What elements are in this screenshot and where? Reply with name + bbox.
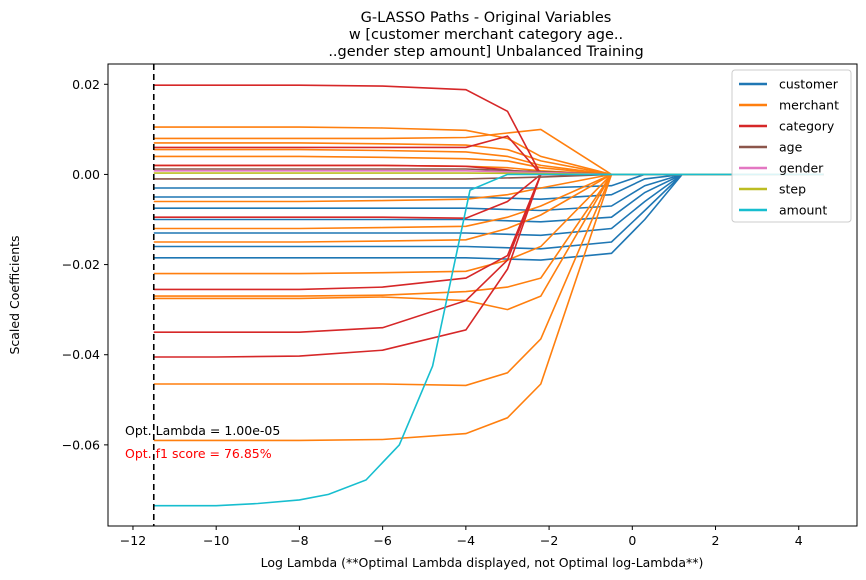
path-category-0 [153, 84, 824, 176]
x-tick-label: −12 [120, 533, 146, 548]
y-tick-label: −0.02 [62, 257, 100, 272]
axis-ticks: −12 −10 −8 −6 −4 −2 0 2 4 0.02 0.00 −0.02 −0.04 −0.06 [62, 77, 803, 548]
y-tick-label: −0.04 [62, 347, 100, 362]
x-tick-label: −2 [540, 533, 558, 548]
legend-label-amount: amount [779, 203, 827, 218]
x-tick-label: −4 [457, 533, 475, 548]
legend-label-gender: gender [779, 161, 824, 176]
path-customer-4 [153, 173, 824, 212]
path-customer-2 [153, 173, 824, 237]
x-axis-label: Log Lambda (**Optimal Lambda displayed, … [261, 555, 704, 570]
legend-label-age: age [779, 140, 803, 155]
legend-box [731, 69, 852, 223]
path-merchant-10 [153, 142, 824, 176]
chart-title-line-3: ..gender step amount] Unbalanced Trainin… [328, 44, 643, 60]
legend-label-step: step [779, 182, 806, 197]
opt-f1-annotation: Opt. f1 score = 76.85% [125, 446, 272, 461]
x-tick-label: −8 [290, 533, 308, 548]
y-axis-label: Scaled Coefficients [7, 235, 22, 354]
path-merchant-0 [153, 173, 824, 442]
path-customer-0 [153, 173, 824, 261]
y-tick-label: 0.00 [72, 167, 100, 182]
path-merchant-6 [153, 173, 824, 230]
path-merchant-1 [153, 173, 824, 387]
y-tick-label: −0.06 [62, 437, 100, 452]
path-amount-0 [153, 173, 824, 507]
path-customer-3 [153, 173, 824, 223]
chart-title-line-1: G-LASSO Paths - Original Variables [361, 10, 612, 26]
legend-label-category: category [779, 119, 835, 134]
x-tick-label: −10 [203, 533, 229, 548]
path-customer-1 [153, 173, 824, 250]
opt-lambda-annotation: Opt. Lambda = 1.00e-05 [125, 423, 280, 438]
plot-frame [107, 63, 858, 527]
x-tick-label: 2 [712, 533, 720, 548]
legend-label-customer: customer [779, 77, 839, 92]
legend-label-merchant: merchant [779, 98, 839, 113]
path-category-4 [153, 173, 824, 291]
x-tick-label: 4 [795, 533, 803, 548]
chart-title-line-2: w [customer merchant category age.. [349, 27, 623, 43]
path-merchant-5 [153, 173, 824, 243]
path-merchant-2 [153, 173, 824, 297]
plot-lines [152, 64, 824, 526]
y-tick-label: 0.02 [72, 77, 100, 92]
legend: customer merchant category age gender step amo… [731, 69, 852, 223]
path-merchant-8 [153, 126, 824, 176]
x-tick-label: −6 [373, 533, 391, 548]
path-customer-6 [153, 173, 824, 189]
path-customer-5 [153, 173, 824, 201]
path-merchant-12 [153, 155, 824, 176]
path-merchant-4 [153, 173, 824, 275]
x-tick-label: 0 [628, 533, 636, 548]
path-merchant-9 [153, 128, 824, 176]
path-merchant-7 [153, 173, 824, 203]
